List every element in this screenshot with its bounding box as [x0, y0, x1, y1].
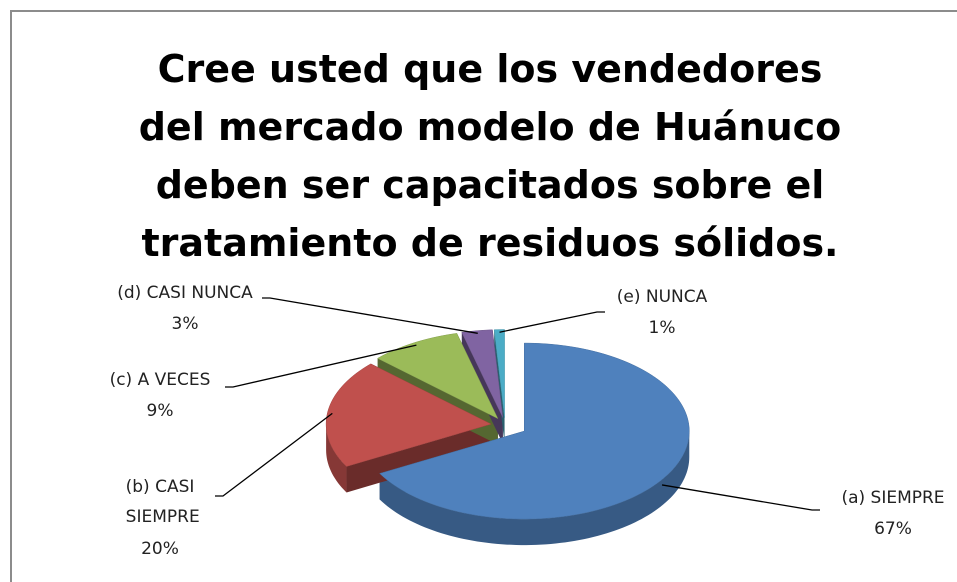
category-label: (b) CASI SIEMPRE: [120, 477, 199, 527]
data-label: (e) NUNCA 1%: [499, 287, 708, 338]
category-label: (e) NUNCA: [617, 287, 708, 307]
slice-wall: [326, 424, 347, 493]
data-label: (a) SIEMPRE 67%: [661, 484, 945, 539]
data-label: (d) CASI NUNCA 3%: [117, 283, 478, 334]
category-label: (c) A VECES: [110, 370, 211, 390]
slice: [379, 342, 690, 520]
chart-title: Cree usted que los vendedores del mercad…: [138, 47, 842, 265]
value-label: 9%: [147, 401, 174, 421]
slice-tops: [325, 329, 690, 520]
category-label: (a) SIEMPRE: [841, 488, 944, 508]
category-label-line: SIEMPRE: [120, 507, 199, 527]
leader-line: [225, 344, 417, 388]
category-label-line: (b) CASI: [126, 477, 195, 497]
value-label: 67%: [874, 519, 912, 539]
leader-line: [215, 412, 333, 497]
slice-wall: [379, 431, 690, 546]
slice: [325, 363, 492, 467]
chart-frame: [10, 10, 957, 582]
leader-line: [499, 311, 605, 333]
leader-line: [661, 484, 820, 511]
category-label: (d) CASI NUNCA: [117, 283, 253, 303]
slice: [461, 329, 504, 418]
leader-line: [262, 297, 478, 334]
value-label: 20%: [141, 539, 179, 559]
value-label: 3%: [172, 314, 199, 334]
data-label: (c) A VECES 9%: [110, 344, 417, 421]
value-label: 1%: [649, 318, 676, 338]
slice: [493, 329, 505, 418]
slice: [377, 333, 499, 420]
data-label: (b) CASI SIEMPRE 20%: [120, 412, 333, 559]
